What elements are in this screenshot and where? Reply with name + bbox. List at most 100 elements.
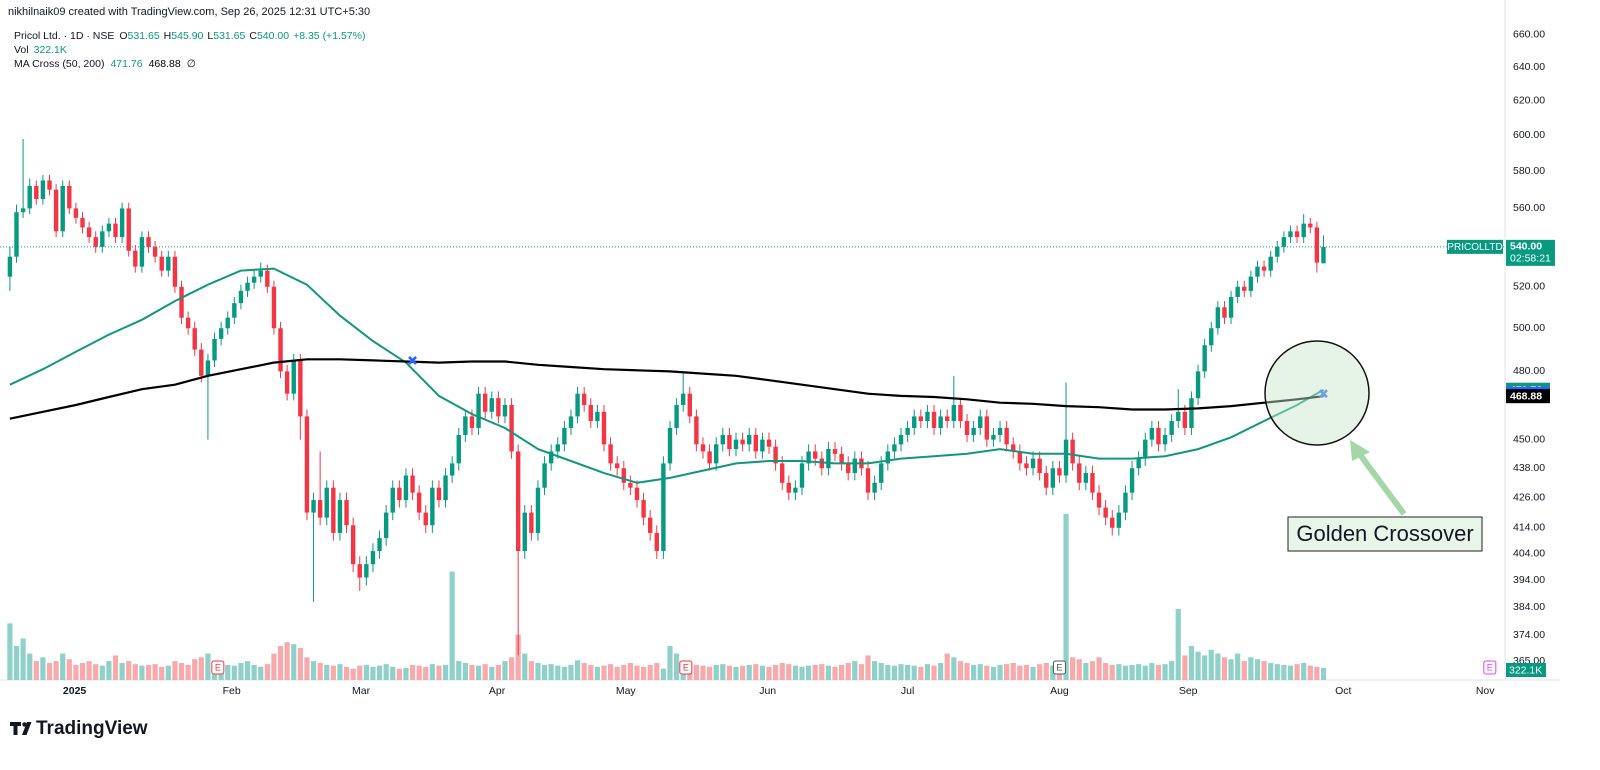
- volume-bar: [1010, 663, 1016, 680]
- y-tick-label: 520.00: [1513, 281, 1545, 293]
- logo-dot: [22, 722, 27, 727]
- candle-body: [898, 434, 904, 445]
- candle-body: [581, 393, 587, 405]
- candle-body: [430, 487, 435, 526]
- volume-bar: [964, 663, 970, 680]
- candle-body: [562, 427, 567, 445]
- volume-bar: [885, 664, 891, 680]
- candle-body: [674, 404, 679, 428]
- x-tick-label: Feb: [223, 685, 241, 697]
- candle-body: [951, 404, 957, 422]
- volume-bar: [1320, 667, 1327, 680]
- x-tick-label: Jul: [901, 685, 914, 697]
- last-price-tag-bg: [1506, 239, 1555, 266]
- volume-bar: [621, 664, 627, 680]
- ma-slow-tag: 468.88: [1510, 390, 1542, 402]
- y-tick-label: 580.00: [1513, 165, 1545, 177]
- volume-tag: 322.1K: [1509, 664, 1542, 676]
- volume-bar: [660, 668, 666, 680]
- volume-bar: [951, 657, 957, 680]
- volume-bar: [1017, 665, 1023, 680]
- y-tick-label: 404.00: [1513, 547, 1545, 559]
- candle-body: [47, 180, 52, 190]
- volume-bar: [1136, 664, 1142, 680]
- symbol-tag-bg: [1447, 239, 1503, 254]
- volume-bar: [317, 663, 323, 680]
- candle-body: [766, 439, 772, 447]
- volume-bar: [845, 663, 851, 680]
- y-tick-label: 414.00: [1513, 522, 1545, 534]
- volume-bar: [165, 665, 171, 680]
- y-tick-label: 640.00: [1513, 61, 1545, 73]
- candle-body: [218, 328, 224, 339]
- volume-bar: [1023, 664, 1030, 680]
- volume-bar: [310, 661, 317, 680]
- moving-average-line: [9, 267, 1325, 484]
- candle-body: [311, 500, 316, 513]
- candle-body: [707, 451, 712, 464]
- legend-ma-name: MA Cross (50, 200): [14, 58, 104, 70]
- candle-body: [232, 303, 237, 318]
- volume-bar: [858, 664, 865, 680]
- volume-bar: [119, 663, 125, 680]
- candle-body: [786, 482, 792, 493]
- annotation-text: Golden Crossover: [1296, 521, 1473, 546]
- candle-body: [60, 185, 65, 232]
- candle-body: [806, 451, 811, 464]
- volume-bar: [607, 664, 614, 680]
- volume-bar: [297, 647, 303, 680]
- volume-bar: [1030, 666, 1036, 680]
- volume-bar: [812, 664, 818, 680]
- volume-bar: [13, 646, 20, 680]
- volume-bar: [112, 655, 119, 680]
- countdown: 02:58:21: [1510, 253, 1551, 265]
- volume-bar: [1314, 666, 1320, 680]
- candle-body: [1242, 286, 1247, 291]
- volume-bar: [634, 665, 640, 680]
- volume-tag-bg: [1506, 663, 1546, 677]
- legend-key: O: [119, 30, 127, 42]
- candle-body: [7, 256, 13, 277]
- candle-body: [53, 189, 59, 232]
- candle-body: [80, 217, 85, 228]
- candle-body: [621, 468, 626, 483]
- volume-bar: [1241, 661, 1247, 680]
- candle-body: [139, 237, 145, 267]
- candle-body: [905, 427, 910, 435]
- candle-body: [984, 416, 990, 440]
- arrow-shaft: [1355, 450, 1407, 516]
- ma-slow-tag-bg: [1506, 389, 1550, 404]
- candle-body: [119, 208, 125, 238]
- candle-body: [251, 276, 257, 283]
- volume-bar: [891, 665, 898, 680]
- volume-bar: [1063, 513, 1069, 680]
- legend-line: Vol 322.1K: [14, 44, 67, 56]
- volume-bar: [548, 664, 554, 680]
- candle-body: [945, 416, 950, 422]
- y-tick-label: 438.00: [1513, 462, 1545, 474]
- volume-bar: [343, 666, 350, 680]
- candle-body: [403, 475, 409, 501]
- event-label: E: [1056, 662, 1062, 672]
- candle-body: [357, 564, 362, 578]
- crossover-marker: [408, 356, 417, 365]
- event-label: E: [683, 662, 689, 672]
- volume-bar: [753, 664, 759, 680]
- volume-bar: [1254, 659, 1261, 680]
- candle-body: [100, 231, 105, 247]
- candle-body: [1288, 231, 1293, 238]
- volume-bar: [1215, 653, 1221, 680]
- candle-body: [238, 290, 244, 304]
- candle-body: [1195, 371, 1201, 399]
- volume-bar: [1221, 657, 1228, 680]
- candle-body: [278, 328, 283, 372]
- candle-body: [1044, 473, 1049, 488]
- volume-bar: [1070, 657, 1076, 680]
- volume-bar: [277, 646, 284, 680]
- volume-bar: [132, 664, 138, 680]
- candle-body: [1314, 227, 1320, 263]
- candle-body: [1011, 444, 1016, 452]
- volume-bar: [938, 663, 944, 680]
- candle-body: [1268, 256, 1273, 271]
- candle-body: [476, 393, 481, 428]
